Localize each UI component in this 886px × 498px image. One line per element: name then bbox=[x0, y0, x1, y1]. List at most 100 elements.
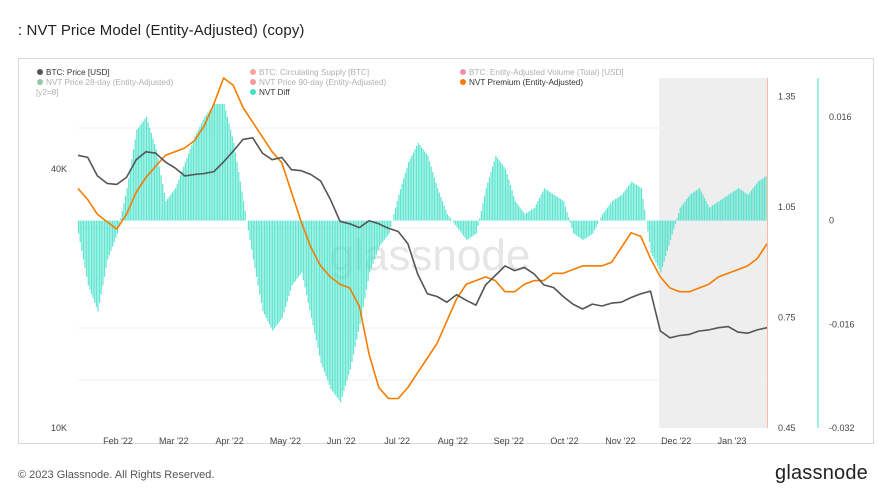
nvt-diff-bar bbox=[650, 220, 652, 253]
nvt-diff-bar bbox=[265, 220, 267, 318]
nvt-diff-bar bbox=[352, 220, 355, 355]
nvt-diff-bar bbox=[561, 200, 563, 221]
nvt-diff-bar bbox=[676, 218, 678, 221]
nvt-diff-bar bbox=[504, 168, 507, 221]
nvt-diff-bar bbox=[754, 186, 756, 221]
legend-swatch bbox=[37, 69, 43, 75]
nvt-diff-bar bbox=[621, 194, 623, 221]
nvt-diff-bar bbox=[175, 188, 177, 221]
nvt-diff-bar bbox=[458, 220, 460, 230]
nvt-diff-bar bbox=[357, 220, 360, 332]
nvt-diff-bar bbox=[236, 162, 238, 221]
nvt-diff-bar bbox=[665, 220, 667, 257]
chart-title: : NVT Price Model (Entity-Adjusted) (cop… bbox=[18, 22, 305, 39]
nvt-diff-bar bbox=[382, 220, 384, 243]
nvt-diff-bar bbox=[514, 201, 516, 221]
nvt-diff-bar bbox=[487, 182, 489, 221]
nvt-diff-bar bbox=[247, 220, 250, 231]
nvt-diff-bar bbox=[624, 190, 626, 221]
nvt-diff-bar bbox=[681, 205, 683, 221]
nvt-diff-bar bbox=[572, 220, 575, 234]
nvt-diff-bar bbox=[603, 211, 605, 221]
nvt-diff-bar bbox=[356, 220, 358, 340]
nvt-diff-bar bbox=[320, 220, 322, 364]
nvt-diff-bar bbox=[259, 220, 261, 295]
nvt-diff-bar bbox=[642, 198, 644, 221]
nvt-diff-bar bbox=[469, 220, 471, 238]
nvt-diff-bar bbox=[322, 220, 324, 368]
nvt-diff-bar bbox=[147, 122, 149, 221]
nvt-diff-bar bbox=[359, 220, 361, 325]
legend-swatch bbox=[460, 69, 466, 75]
nvt-diff-bar bbox=[501, 164, 503, 221]
nvt-diff-bar bbox=[669, 220, 672, 241]
nvt-diff-bar bbox=[255, 220, 258, 277]
nvt-diff-bar bbox=[411, 155, 413, 221]
nvt-diff-bar bbox=[708, 207, 710, 221]
nvt-diff-bar bbox=[202, 120, 204, 221]
nvt-diff-bar bbox=[215, 103, 217, 221]
nvt-diff-bar bbox=[81, 220, 83, 251]
nvt-diff-bar bbox=[241, 191, 243, 221]
nvt-diff-bar bbox=[553, 194, 555, 221]
nvt-diff-bar bbox=[475, 220, 478, 234]
nvt-diff-bar bbox=[181, 170, 183, 221]
nvt-diff-bar bbox=[168, 196, 170, 221]
nvt-diff-bar bbox=[542, 191, 544, 221]
nvt-diff-bar bbox=[393, 214, 395, 221]
nvt-diff-bar bbox=[545, 189, 547, 221]
nvt-diff-bar bbox=[399, 189, 402, 221]
nvt-diff-bar bbox=[414, 149, 416, 221]
nvt-diff-bar bbox=[212, 106, 214, 221]
nvt-diff-bar bbox=[390, 220, 392, 228]
nvt-diff-bar bbox=[733, 191, 735, 221]
nvt-diff-bar bbox=[597, 220, 599, 224]
nvt-diff-bar bbox=[90, 220, 93, 295]
nvt-diff-bar bbox=[192, 140, 195, 221]
nvt-diff-bar bbox=[137, 127, 140, 221]
nvt-diff-bar bbox=[647, 220, 649, 232]
nvt-diff-bar bbox=[652, 220, 654, 257]
nvt-diff-bar bbox=[395, 207, 397, 221]
nvt-diff-bar bbox=[729, 193, 731, 221]
nvt-diff-bar bbox=[179, 175, 182, 221]
nvt-diff-bar bbox=[176, 183, 178, 221]
nvt-diff-bar bbox=[744, 192, 746, 221]
nvt-diff-bar bbox=[249, 220, 251, 241]
nvt-diff-bar bbox=[498, 160, 500, 221]
nvt-diff-bar bbox=[471, 220, 473, 237]
nvt-diff-bar bbox=[627, 186, 630, 221]
nvt-diff-bar bbox=[131, 159, 133, 221]
nvt-diff-bar bbox=[82, 220, 85, 260]
nvt-diff-bar bbox=[582, 220, 584, 241]
nvt-diff-bar bbox=[668, 220, 670, 246]
nvt-diff-bar bbox=[530, 209, 533, 221]
nvt-diff-bar bbox=[606, 207, 609, 221]
nvt-diff-bar bbox=[132, 149, 135, 221]
nvt-diff-bar bbox=[511, 190, 513, 221]
nvt-diff-bar bbox=[309, 220, 311, 311]
nvt-diff-bar bbox=[336, 220, 338, 398]
nvt-diff-bar bbox=[500, 162, 502, 221]
nvt-diff-bar bbox=[111, 220, 114, 247]
nvt-diff-bar bbox=[648, 220, 651, 243]
nvt-diff-bar bbox=[301, 220, 303, 273]
nvt-diff-bar bbox=[589, 220, 591, 236]
nvt-diff-bar bbox=[398, 194, 400, 221]
nvt-diff-bar bbox=[692, 192, 694, 221]
nvt-diff-bar bbox=[230, 129, 232, 221]
nvt-diff-bar bbox=[331, 220, 334, 392]
x-axis-tick: Jun '22 bbox=[327, 436, 356, 446]
nvt-diff-bar bbox=[600, 217, 602, 221]
nvt-diff-bar bbox=[485, 188, 487, 221]
nvt-diff-bar bbox=[340, 220, 342, 403]
nvt-diff-bar bbox=[118, 220, 120, 226]
glassnode-logo[interactable]: glassnode bbox=[775, 462, 868, 484]
nvt-diff-bar bbox=[742, 191, 744, 221]
right-axis-tick: 1.35 bbox=[778, 91, 796, 101]
nvt-diff-bar bbox=[317, 220, 319, 349]
btc-price-line bbox=[77, 137, 768, 339]
nvt-diff-bar bbox=[144, 119, 146, 221]
nvt-diff-bar bbox=[705, 201, 707, 221]
nvt-diff-bar bbox=[209, 110, 211, 221]
